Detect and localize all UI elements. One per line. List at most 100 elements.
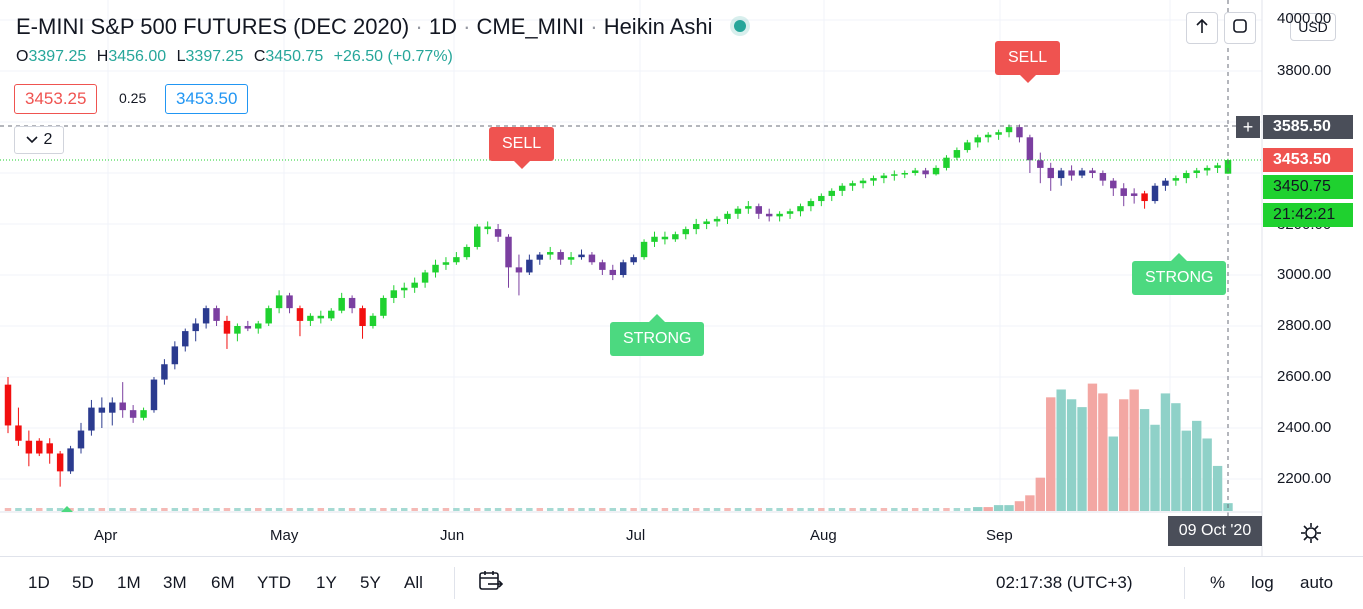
volume-bar <box>401 508 408 511</box>
volume-bar <box>651 508 658 511</box>
candle-body <box>640 241 648 258</box>
volume-bar <box>901 508 908 511</box>
indicators-toggle-button[interactable]: 2 <box>14 126 64 154</box>
fullscreen-button[interactable] <box>1224 12 1256 44</box>
candle-body <box>776 213 783 217</box>
volume-bar <box>1192 420 1202 511</box>
currency-button[interactable]: USD <box>1290 13 1336 41</box>
candle-body <box>150 379 158 411</box>
volume-bar <box>338 508 345 511</box>
candle-body <box>567 257 575 260</box>
candle-body <box>619 262 627 275</box>
range-1m-button[interactable]: 1M <box>117 573 141 592</box>
price-tick: 4000.00 <box>1277 10 1332 27</box>
symbol-name[interactable]: E-MINI S&P 500 FUTURES (DEC 2020) <box>16 14 410 39</box>
range-ytd-button[interactable]: YTD <box>257 573 291 592</box>
title-separator: · <box>590 14 598 39</box>
candle-body <box>546 252 554 255</box>
timezone-clock[interactable]: 02:17:38 (UTC+3) <box>996 573 1133 592</box>
volume-bar <box>983 507 993 511</box>
add-alert-plus-button[interactable]: + <box>1236 116 1260 138</box>
volume-bar <box>286 508 293 511</box>
volume-bar <box>713 508 721 511</box>
range-all-button[interactable]: All <box>404 573 423 592</box>
price-tick: 3800.00 <box>1277 62 1332 79</box>
candle-body <box>713 218 721 222</box>
scroll-up-button[interactable] <box>1186 12 1218 44</box>
auto-scale-toggle[interactable]: auto <box>1300 573 1334 592</box>
volume-bar <box>109 508 116 511</box>
candle-body <box>328 310 335 319</box>
candle-body <box>953 150 961 158</box>
candle-body <box>1224 160 1232 174</box>
candle-body <box>1089 170 1096 173</box>
candle-body <box>46 443 53 454</box>
indicators-count: 2 <box>43 131 53 148</box>
candle-body <box>765 213 773 217</box>
open-label: O <box>16 48 29 65</box>
sell-price-button[interactable]: 3453.25 <box>14 84 98 114</box>
fullscreen-icon <box>1232 18 1248 39</box>
time-tick: Aug <box>810 527 837 544</box>
candle-body <box>838 185 846 191</box>
range-3m-button[interactable]: 3M <box>163 573 187 592</box>
candle-body <box>244 326 252 329</box>
volume-bar <box>473 508 481 511</box>
volume-bar <box>859 508 867 511</box>
volume-bar <box>1025 495 1035 511</box>
candle-body <box>369 315 377 326</box>
candle-body <box>223 320 231 334</box>
strong-signal-label[interactable]: STRONG <box>610 314 705 356</box>
symbol-title[interactable]: E-MINI S&P 500 FUTURES (DEC 2020) · 1D ·… <box>16 14 713 40</box>
percent-scale-toggle[interactable]: % <box>1210 573 1226 592</box>
volume-bar <box>150 508 158 511</box>
volume-bar <box>1129 389 1139 511</box>
chart-settings-button[interactable] <box>1300 522 1322 550</box>
volume-bar <box>1004 505 1014 511</box>
candle-body <box>453 257 460 263</box>
range-5d-button[interactable]: 5D <box>72 573 94 592</box>
volume-bar <box>745 508 752 511</box>
volume-bar <box>1046 397 1056 511</box>
volume-bar <box>484 508 491 511</box>
candle-body <box>109 402 116 413</box>
candle-body <box>1193 170 1200 173</box>
candle-body <box>1047 167 1054 179</box>
volume-bar <box>98 508 106 511</box>
volume-bar <box>255 508 262 511</box>
sell-signal-label[interactable]: SELL <box>489 127 555 169</box>
volume-bar <box>88 508 95 511</box>
volume-bar <box>36 508 43 511</box>
volume-bar <box>943 508 950 511</box>
candle-body <box>484 226 491 230</box>
interval-label[interactable]: 1D <box>428 14 457 39</box>
chart-style-label[interactable]: Heikin Ashi <box>603 14 713 39</box>
candle-body <box>1203 167 1211 171</box>
volume-bar <box>463 508 471 511</box>
volume-bar <box>119 508 126 511</box>
range-1d-button[interactable]: 1D <box>28 573 50 592</box>
time-tick: Sep <box>986 527 1013 544</box>
candle-body <box>36 440 43 454</box>
volume-bar <box>870 508 877 511</box>
range-6m-button[interactable]: 6M <box>211 573 235 592</box>
buy-price-button[interactable]: 3453.50 <box>165 84 249 114</box>
volume-bar <box>818 508 825 511</box>
market-status-icon[interactable] <box>734 20 746 32</box>
sell-signal-label[interactable]: SELL <box>995 41 1061 83</box>
volume-bar <box>993 505 1004 511</box>
price-chart[interactable] <box>0 0 1363 556</box>
range-5y-button[interactable]: 5Y <box>360 573 381 592</box>
date-range-button[interactable] <box>478 569 504 599</box>
candle-body <box>463 246 471 258</box>
candle-body <box>182 331 189 347</box>
candle-body <box>348 297 356 309</box>
time-tick: Apr <box>94 527 118 544</box>
strong-signal-label[interactable]: STRONG <box>1132 253 1227 295</box>
candle-body <box>473 226 481 247</box>
candle-body <box>630 257 637 263</box>
arrow-up-icon <box>1195 18 1209 39</box>
log-scale-toggle[interactable]: log <box>1251 573 1274 592</box>
range-1y-button[interactable]: 1Y <box>316 573 337 592</box>
volume-bar <box>56 508 64 511</box>
